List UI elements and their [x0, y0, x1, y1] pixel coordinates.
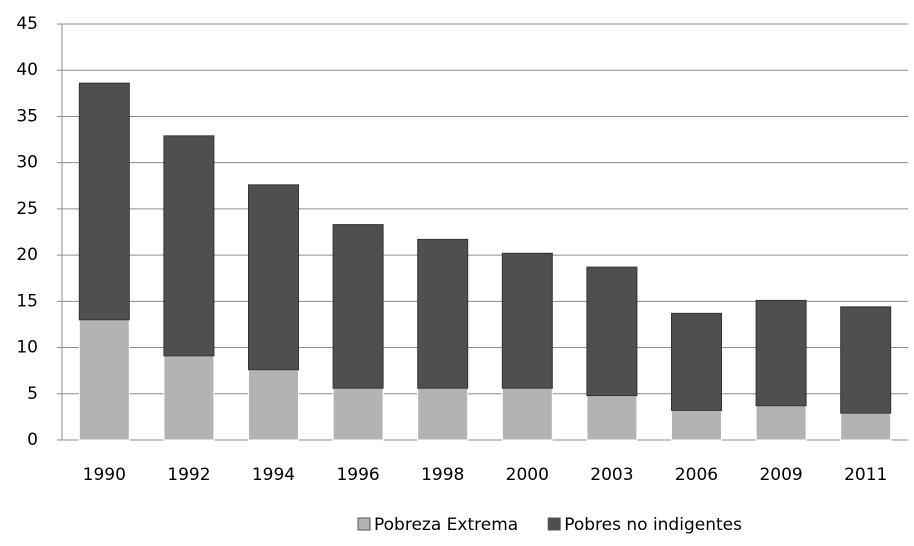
y-tick-label: 10: [16, 338, 38, 358]
y-tick-label: 45: [16, 14, 38, 34]
bar-segment: [755, 299, 807, 407]
bar-segment: [501, 387, 553, 441]
legend-label: Pobres no indigentes: [564, 515, 742, 535]
legend-swatch: [547, 517, 561, 531]
bar-segment: [755, 405, 807, 441]
y-tick-label: 25: [16, 199, 38, 219]
bar-segment: [163, 135, 215, 357]
x-tick-label: 2000: [506, 465, 549, 485]
bar-segment: [248, 369, 299, 441]
y-tick-label: 35: [16, 106, 38, 126]
y-tick-label: 30: [16, 153, 38, 173]
x-tick-label: 2009: [759, 465, 802, 485]
y-tick-label: 15: [16, 291, 38, 311]
legend-swatch: [357, 517, 371, 531]
bar-segment: [248, 184, 299, 371]
bar-segment: [586, 266, 638, 397]
x-tick-label: 1994: [252, 465, 295, 485]
y-tick-label: 20: [16, 245, 38, 265]
y-tick-label: 40: [16, 60, 38, 80]
bar-segment: [671, 409, 722, 441]
x-tick-label: 1990: [83, 465, 126, 485]
bar-segment: [586, 395, 638, 441]
x-tick-label: 2003: [590, 465, 633, 485]
bar-segment: [417, 238, 469, 389]
bar-segment: [78, 319, 130, 441]
x-tick-label: 1998: [421, 465, 464, 485]
x-tick-label: 1992: [167, 465, 210, 485]
x-tick-label: 2011: [844, 465, 887, 485]
y-tick-label: 5: [27, 384, 38, 404]
legend-label: Pobreza Extrema: [374, 515, 518, 535]
bar-segment: [840, 412, 892, 441]
bar-segment: [332, 224, 384, 389]
bar-segment: [332, 387, 384, 441]
bar-segment: [840, 306, 892, 414]
bar-segment: [417, 387, 469, 441]
y-tick-label: 0: [27, 430, 38, 450]
bar-segment: [671, 312, 722, 411]
bar-segment: [163, 355, 215, 441]
bar-segment: [78, 82, 130, 321]
x-tick-label: 1996: [336, 465, 379, 485]
bar-segment: [501, 252, 553, 389]
x-tick-label: 2006: [675, 465, 718, 485]
